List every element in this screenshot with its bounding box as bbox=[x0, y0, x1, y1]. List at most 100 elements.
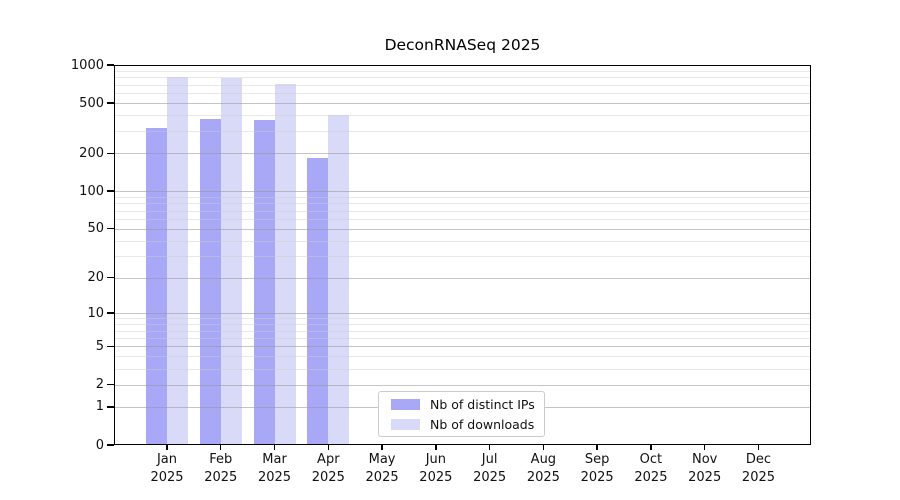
y-tick-label-50: 50 bbox=[87, 221, 104, 237]
y-tick-label-0: 0 bbox=[95, 437, 104, 453]
major-gridline-2 bbox=[114, 384, 811, 386]
y-tick-label-200: 200 bbox=[79, 145, 104, 161]
x-tick-mark-apr bbox=[327, 444, 329, 450]
y-tick-mark-200 bbox=[107, 152, 114, 154]
bar-downloads-mar bbox=[274, 83, 296, 445]
legend-swatch-distinct-ips bbox=[391, 398, 420, 410]
legend-row-downloads: Nb of downloads bbox=[391, 417, 536, 432]
x-tick-label-feb: Feb 2025 bbox=[189, 451, 253, 486]
x-tick-label-jun: Jun 2025 bbox=[404, 451, 468, 486]
y-tick-mark-10 bbox=[107, 312, 114, 314]
y-tick-mark-5 bbox=[107, 345, 114, 348]
x-tick-label-aug: Aug 2025 bbox=[511, 451, 575, 486]
major-gridline-5 bbox=[114, 346, 811, 348]
y-tick-label-20: 20 bbox=[87, 270, 104, 286]
minor-gridline-60 bbox=[114, 218, 811, 220]
x-tick-label-year: 2025 bbox=[257, 469, 292, 485]
major-gridline-500 bbox=[114, 103, 811, 105]
minor-gridline-6 bbox=[114, 337, 811, 339]
legend-label-distinct-ips: Nb of distinct IPs bbox=[430, 396, 535, 412]
x-tick-label-year: 2025 bbox=[311, 469, 345, 485]
x-tick-mark-jan bbox=[166, 444, 168, 450]
major-gridline-200 bbox=[114, 153, 811, 155]
x-tick-mark-dec bbox=[757, 444, 760, 450]
x-tick-label-year: 2025 bbox=[204, 469, 238, 485]
y-tick-label-1000: 1000 bbox=[70, 57, 104, 73]
x-tick-label-year: 2025 bbox=[580, 469, 614, 485]
y-tick-mark-1 bbox=[107, 406, 114, 408]
major-gridline-20 bbox=[114, 277, 811, 279]
minor-gridline-900 bbox=[114, 70, 811, 72]
minor-gridline-300 bbox=[114, 131, 811, 133]
x-tick-label-dec: Dec 2025 bbox=[726, 451, 790, 486]
bar-downloads-feb bbox=[220, 77, 242, 445]
x-tick-label-apr: Apr 2025 bbox=[296, 451, 360, 486]
y-tick-mark-50 bbox=[107, 228, 114, 230]
chart-title: DeconRNASeq 2025 bbox=[384, 36, 541, 54]
y-tick-label-5: 5 bbox=[95, 338, 104, 354]
y-tick-mark-1000 bbox=[107, 64, 114, 66]
minor-gridline-800 bbox=[114, 77, 811, 79]
minor-gridline-700 bbox=[114, 84, 811, 86]
legend-row-distinct-ips: Nb of distinct IPs bbox=[391, 397, 536, 412]
minor-gridline-9 bbox=[114, 318, 811, 320]
x-tick-label-year: 2025 bbox=[419, 469, 453, 485]
x-tick-label-sep: Sep 2025 bbox=[565, 451, 629, 486]
x-tick-mark-jul bbox=[488, 444, 491, 450]
bar-distinct-ips-mar bbox=[253, 119, 275, 445]
x-tick-mark-sep bbox=[596, 444, 598, 450]
y-tick-mark-20 bbox=[107, 276, 114, 279]
bar-downloads-jan bbox=[167, 76, 188, 445]
plot-area bbox=[114, 65, 811, 445]
x-tick-mark-mar bbox=[273, 444, 276, 450]
y-tick-mark-500 bbox=[107, 102, 114, 104]
legend: Nb of distinct IPs Nb of downloads bbox=[378, 391, 545, 437]
legend-label-downloads: Nb of downloads bbox=[430, 416, 535, 432]
x-tick-label-year: 2025 bbox=[526, 469, 560, 485]
y-tick-mark-0 bbox=[107, 444, 114, 446]
major-gridline-100 bbox=[114, 191, 811, 193]
x-tick-label-mar: Mar 2025 bbox=[243, 451, 307, 486]
x-tick-mark-jun bbox=[435, 444, 437, 450]
minor-gridline-40 bbox=[114, 240, 811, 242]
minor-gridline-3 bbox=[114, 368, 811, 370]
bar-distinct-ips-feb bbox=[199, 118, 221, 445]
major-gridline-10 bbox=[114, 313, 811, 315]
minor-gridline-90 bbox=[114, 196, 811, 198]
y-tick-label-1: 1 bbox=[95, 399, 104, 415]
y-tick-mark-2 bbox=[107, 383, 114, 386]
major-gridline-50 bbox=[114, 228, 811, 230]
minor-gridline-7 bbox=[114, 330, 811, 332]
x-tick-label-year: 2025 bbox=[150, 469, 184, 485]
x-tick-label-oct: Oct 2025 bbox=[619, 451, 683, 486]
x-tick-label-may: May 2025 bbox=[350, 451, 414, 486]
legend-swatch-downloads bbox=[391, 418, 420, 430]
y-tick-label-2: 2 bbox=[95, 377, 104, 393]
x-tick-mark-aug bbox=[542, 444, 545, 450]
bar-distinct-ips-jan bbox=[146, 128, 167, 445]
minor-gridline-8 bbox=[114, 324, 811, 326]
x-tick-mark-nov bbox=[704, 444, 706, 450]
x-tick-label-jan: Jan 2025 bbox=[135, 451, 199, 486]
x-tick-mark-feb bbox=[220, 444, 222, 450]
y-tick-mark-100 bbox=[107, 190, 114, 192]
grid-layer bbox=[114, 65, 811, 445]
major-gridline-1000 bbox=[114, 65, 811, 66]
y-tick-label-100: 100 bbox=[79, 183, 104, 199]
minor-gridline-70 bbox=[114, 210, 811, 212]
x-tick-mark-oct bbox=[650, 444, 652, 450]
minor-gridline-30 bbox=[114, 256, 811, 258]
x-tick-label-year: 2025 bbox=[741, 469, 776, 485]
minor-gridline-80 bbox=[114, 203, 811, 205]
x-tick-label-year: 2025 bbox=[634, 469, 668, 485]
x-tick-label-nov: Nov 2025 bbox=[673, 451, 737, 486]
x-tick-label-jul: Jul 2025 bbox=[458, 451, 522, 486]
minor-gridline-400 bbox=[114, 115, 811, 117]
bar-downloads-apr bbox=[328, 115, 350, 445]
y-tick-label-500: 500 bbox=[79, 95, 104, 111]
x-tick-label-year: 2025 bbox=[473, 469, 507, 485]
x-tick-label-year: 2025 bbox=[688, 469, 722, 485]
minor-gridline-4 bbox=[114, 356, 811, 358]
minor-gridline-600 bbox=[114, 93, 811, 95]
